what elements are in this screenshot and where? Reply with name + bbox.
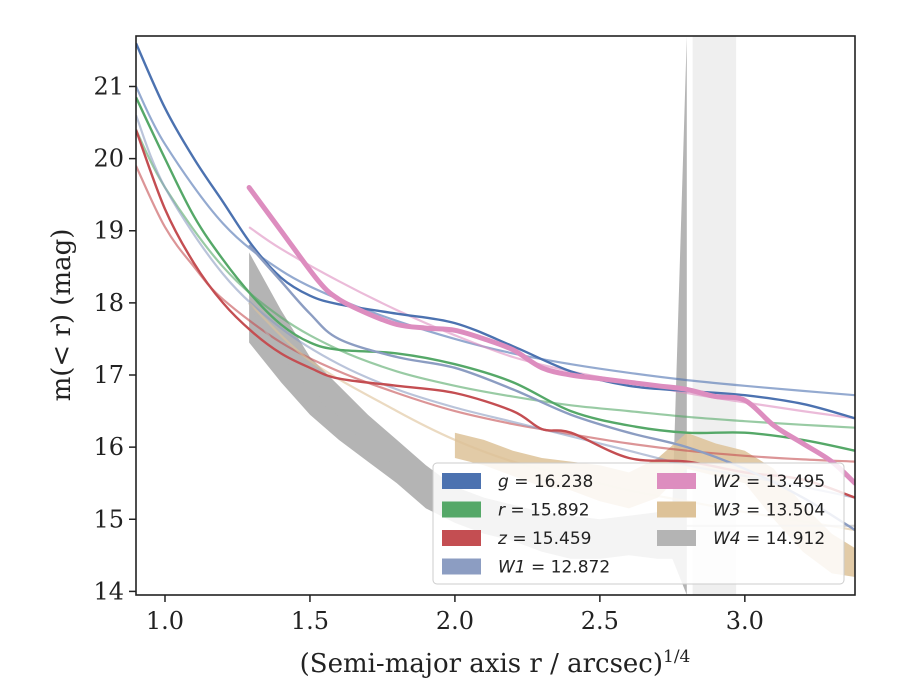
legend-label-w1: W1 = 12.872 [498,558,610,578]
legend-value: = 12.872 [526,558,611,578]
legend-label-w3: W3 = 13.504 [713,501,825,521]
x-tick-label: 1.5 [291,607,329,635]
x-tick-label: 3.0 [726,607,764,635]
legend-label-g: g = 16.238 [498,472,593,492]
y-tick-label: 21 [93,72,124,100]
legend-value: = 16.238 [509,472,594,492]
y-axis-label: m(< r) (mag) [47,229,77,402]
y-tick-label: 18 [93,289,124,317]
y-tick-label: 20 [93,145,124,173]
legend-swatch-w1 [442,558,481,575]
legend-value: = 14.912 [741,529,826,549]
legend-var: W3 [713,501,741,521]
legend-swatch-w3 [657,501,696,518]
legend-value: = 15.892 [505,501,590,521]
y-tick-label: 16 [93,433,124,461]
legend-value: = 15.459 [507,529,592,549]
legend-label-w2: W2 = 13.495 [713,472,825,492]
legend-swatch-r [442,501,481,518]
profile-line-z [136,129,855,499]
ticks-layer: 1.0 1.5 2.0 2.5 3.0 14 15 16 17 18 19 20 21 [93,72,763,635]
legend-box [432,462,845,585]
legend-label-z: z = 15.459 [497,529,591,549]
legend-swatch-w4 [657,530,696,546]
legend-swatch-w2 [657,473,696,489]
legend-var: W4 [713,529,741,549]
x-axis-label: (Semi-major axis r / arcsec)1/4 [300,647,691,679]
model-curve-g [136,86,855,397]
y-tick-label: 17 [93,361,124,389]
profile-line-r [136,96,855,452]
x-tick-label: 1.0 [146,607,184,635]
legend-label-w4: W4 = 14.912 [713,529,825,549]
legend-value: = 13.504 [741,501,826,521]
legend-var: z [497,529,508,549]
x-tick-label: 2.5 [581,607,619,635]
legend-var: g [498,472,509,492]
legend-var: W1 [498,558,526,578]
legend-value: = 13.495 [741,472,826,492]
plot-frame [135,35,856,596]
legend-swatch-g [442,473,481,489]
x-tick-label: 2.0 [436,607,474,635]
model-curve-r [136,129,855,429]
legend-var: W2 [713,472,741,492]
y-tick-label: 14 [93,577,124,605]
profile-band-w2 [246,185,855,486]
legend-swatch-z [442,530,481,546]
y-tick-label: 19 [93,217,124,245]
y-tick-label: 15 [93,505,124,533]
legend-var: r [498,501,506,521]
legend-label-r: r = 15.892 [498,501,590,521]
x-axis-label-superscript: 1/4 [663,647,690,667]
